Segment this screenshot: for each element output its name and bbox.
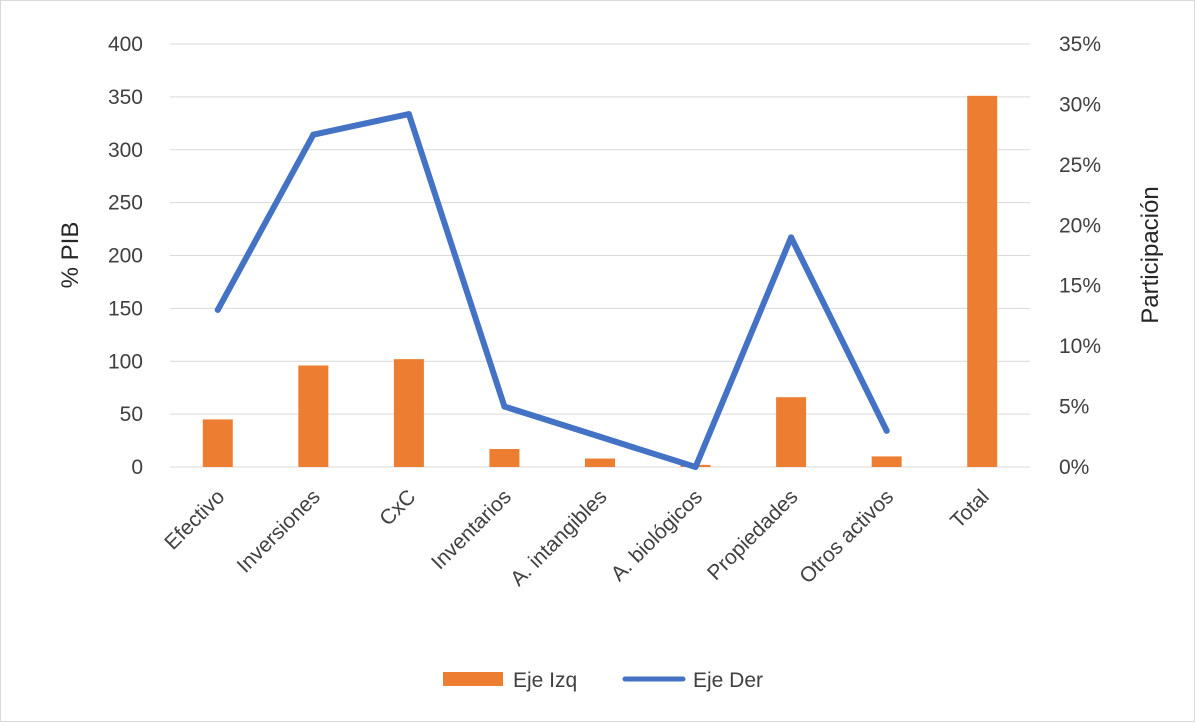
right-tick-label: 5%	[1059, 396, 1089, 419]
left-tick-label: 100	[108, 350, 143, 373]
bar	[776, 397, 807, 467]
left-tick-label: 0	[131, 456, 143, 479]
line-point	[405, 111, 412, 118]
legend: Eje Izq Eje Der	[443, 669, 763, 692]
line-point	[214, 306, 221, 313]
left-axis-ticks: 0 50 100 150 200 250 300 350 400	[108, 33, 143, 479]
legend-swatch-bar	[443, 672, 503, 686]
left-tick-label: 300	[108, 139, 143, 162]
right-tick-label: 30%	[1059, 93, 1101, 116]
line-point	[883, 427, 890, 434]
left-tick-label: 400	[108, 33, 143, 56]
right-tick-label: 25%	[1059, 154, 1101, 177]
left-tick-label: 150	[108, 297, 143, 320]
line-series	[214, 111, 890, 470]
left-tick-label: 350	[108, 86, 143, 109]
legend-label-line: Eje Der	[693, 669, 763, 692]
right-tick-label: 15%	[1059, 275, 1101, 298]
bar	[967, 95, 998, 467]
right-tick-label: 20%	[1059, 214, 1101, 237]
line-path	[214, 111, 890, 470]
legend-label-bar: Eje Izq	[513, 669, 577, 692]
line-point	[597, 433, 603, 440]
right-axis-ticks: 0% 5% 10% 15% 20% 25% 30% 35%	[1059, 33, 1101, 479]
left-axis-title: % PIB	[57, 222, 84, 289]
left-tick-label: 250	[108, 192, 143, 215]
bar	[298, 365, 329, 467]
left-tick-label: 50	[120, 403, 143, 426]
line-point	[692, 464, 699, 470]
right-tick-label: 35%	[1059, 33, 1101, 56]
right-tick-label: 0%	[1059, 456, 1089, 479]
line-point	[310, 131, 317, 138]
right-tick-label: 10%	[1059, 335, 1101, 358]
bar	[585, 458, 615, 467]
bar	[202, 419, 233, 467]
bar-series	[202, 95, 998, 467]
right-axis-title: Participación	[1137, 186, 1164, 323]
bar	[393, 359, 424, 467]
bar	[871, 456, 902, 467]
line-point	[501, 403, 508, 410]
left-tick-label: 200	[108, 245, 143, 268]
bar	[489, 449, 520, 467]
line-point	[788, 234, 795, 241]
